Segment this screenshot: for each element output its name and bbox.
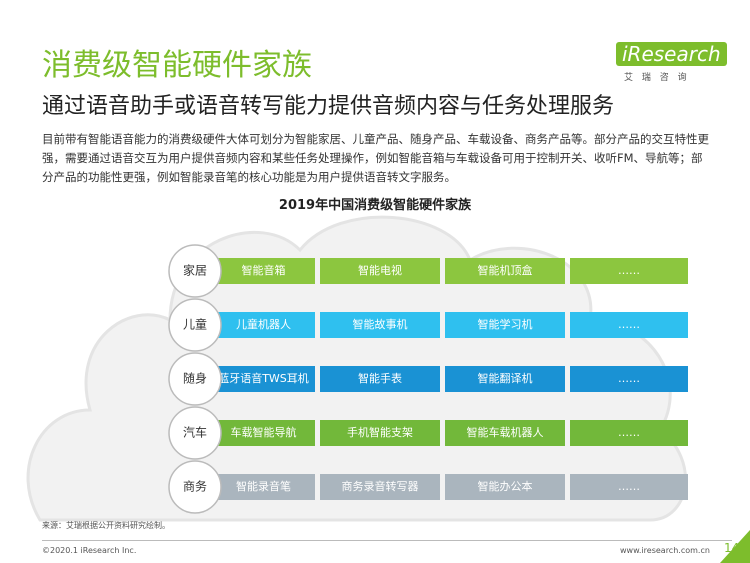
cell	[320, 366, 440, 392]
cell	[570, 366, 688, 392]
corner-decoration	[720, 530, 750, 563]
category-circle	[168, 460, 222, 514]
cell-label: 智能音箱	[242, 263, 286, 277]
logo: iResearch	[616, 42, 727, 66]
cell-label: ……	[618, 264, 640, 277]
cell	[445, 474, 565, 500]
category-circle	[168, 244, 222, 298]
cell-label: ……	[618, 318, 640, 331]
cell-label: ……	[618, 372, 640, 385]
footer-rule	[42, 540, 732, 541]
cell	[445, 258, 565, 284]
cell-label: ……	[618, 426, 640, 439]
category-circle	[168, 406, 222, 460]
title: 消费级智能硬件家族	[42, 48, 312, 83]
source: 来源：艾瑞根据公开资料研究绘制。	[42, 521, 170, 530]
cell-label: 智能故事机	[353, 317, 408, 331]
description: 目前带有智能语音能力的消费级硬件大体可划分为智能家居、儿童产品、随身产品、车载设…	[42, 132, 709, 184]
cell	[320, 312, 440, 338]
cell	[445, 312, 565, 338]
cell-label: 车载智能导航	[231, 425, 297, 439]
cell	[570, 474, 688, 500]
cell-label: 智能电视	[358, 263, 402, 277]
cell	[320, 474, 440, 500]
cell-label: 智能机顶盒	[478, 263, 533, 277]
copyright: ©2020.1 iResearch Inc.	[42, 546, 137, 555]
category-circle	[168, 298, 222, 352]
cell	[320, 420, 440, 446]
logo-subtitle: 艾 瑞 咨 询	[624, 73, 690, 83]
category-circle	[168, 352, 222, 406]
category-label: 商务	[183, 479, 207, 494]
category-label: 汽车	[183, 425, 207, 440]
cell	[320, 258, 440, 284]
cell-label: 智能学习机	[478, 317, 533, 331]
page-number: 14	[724, 541, 740, 555]
cell	[570, 258, 688, 284]
cell-label: 智能车载机器人	[467, 425, 544, 439]
cell	[570, 312, 688, 338]
cell-label: 智能办公本	[478, 479, 533, 493]
category-label: 家居	[183, 263, 207, 278]
cell	[445, 420, 565, 446]
cell-label: 手机智能支架	[347, 425, 413, 439]
cell-label: 智能翻译机	[478, 371, 533, 385]
cell	[570, 420, 688, 446]
cell-label: 商务录音转写器	[342, 479, 419, 493]
category-label: 儿童	[183, 317, 207, 332]
cell-label: 儿童机器人	[236, 317, 291, 331]
cell-label: 智能录音笔	[236, 479, 291, 493]
diagram-title: 2019年中国消费级智能硬件家族	[278, 198, 472, 213]
url: www.iresearch.com.cn	[620, 546, 710, 555]
cell-label: 智能手表	[358, 371, 402, 385]
cell-label: ……	[618, 480, 640, 493]
cell-label: 蓝牙语音TWS耳机	[218, 371, 309, 385]
subtitle: 通过语音助手或语音转写能力提供音频内容与任务处理服务	[42, 94, 615, 119]
cell	[445, 366, 565, 392]
category-label: 随身	[183, 371, 207, 386]
